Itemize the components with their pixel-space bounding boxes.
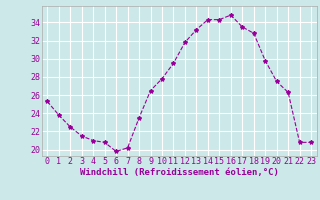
X-axis label: Windchill (Refroidissement éolien,°C): Windchill (Refroidissement éolien,°C) bbox=[80, 168, 279, 177]
